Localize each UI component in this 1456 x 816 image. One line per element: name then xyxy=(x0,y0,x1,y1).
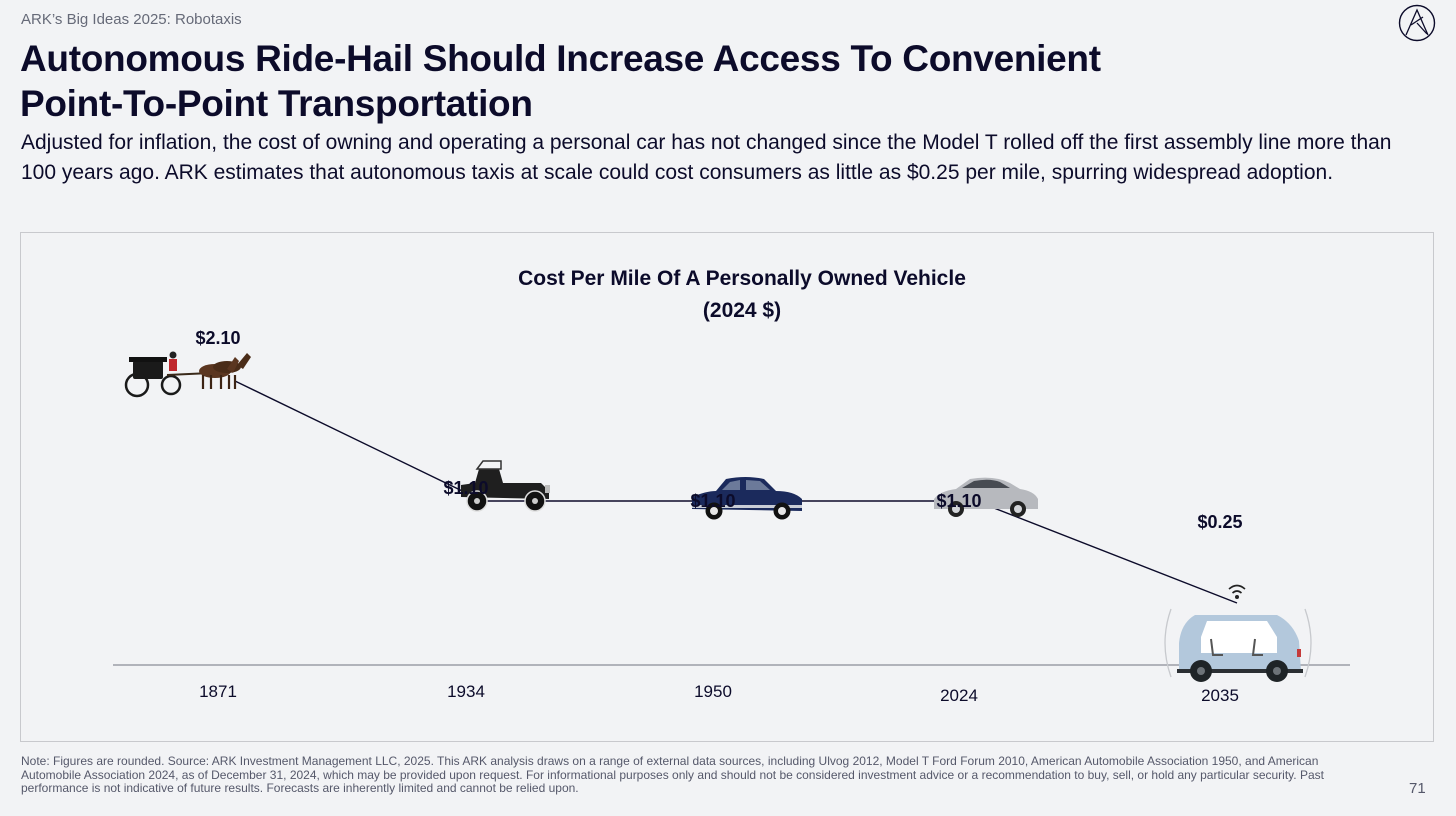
horse-carriage-icon xyxy=(124,351,251,398)
footnote: Note: Figures are rounded. Source: ARK I… xyxy=(21,754,1324,795)
x-tick-label: 1871 xyxy=(199,682,237,701)
chart-panel: Cost Per Mile Of A Personally Owned Vehi… xyxy=(20,232,1434,742)
chart-title: Cost Per Mile Of A Personally Owned Vehi… xyxy=(518,267,966,290)
page-subtitle: Adjusted for inflation, the cost of owni… xyxy=(21,131,1392,184)
data-labels: $2.10 $1.10 $1.10 $1.10 $0.25 xyxy=(195,328,1242,532)
x-tick-label: 1934 xyxy=(447,682,485,701)
data-label: $1.10 xyxy=(936,491,981,511)
ark-logo-icon xyxy=(1398,4,1436,42)
1950s-sedan-icon xyxy=(692,477,802,520)
model-t-car-icon xyxy=(461,460,550,512)
data-label: $1.10 xyxy=(690,491,735,511)
robotaxi-icon xyxy=(1164,584,1312,682)
x-tick-labels: 1871 1934 1950 2024 2035 xyxy=(199,682,1239,705)
page-title: Autonomous Ride-Hail Should Increase Acc… xyxy=(20,36,1220,126)
page-number: 71 xyxy=(1409,780,1426,797)
x-tick-label: 2024 xyxy=(940,686,978,705)
title-line-1: Autonomous Ride-Hail Should Increase Acc… xyxy=(20,38,1101,79)
title-line-2: Point-To-Point Transportation xyxy=(20,83,533,124)
chart-subtitle: (2024 $) xyxy=(703,299,781,322)
deck-kicker: ARK’s Big Ideas 2025: Robotaxis xyxy=(21,11,242,28)
x-tick-label: 1950 xyxy=(694,682,732,701)
vehicle-markers xyxy=(124,351,1312,682)
x-tick-label: 2035 xyxy=(1201,686,1239,705)
data-label: $2.10 xyxy=(195,328,240,348)
modern-sedan-icon xyxy=(934,477,1038,517)
cost-per-mile-chart: Cost Per Mile Of A Personally Owned Vehi… xyxy=(113,267,1350,705)
data-label: $1.10 xyxy=(443,478,488,498)
data-label: $0.25 xyxy=(1197,512,1242,532)
